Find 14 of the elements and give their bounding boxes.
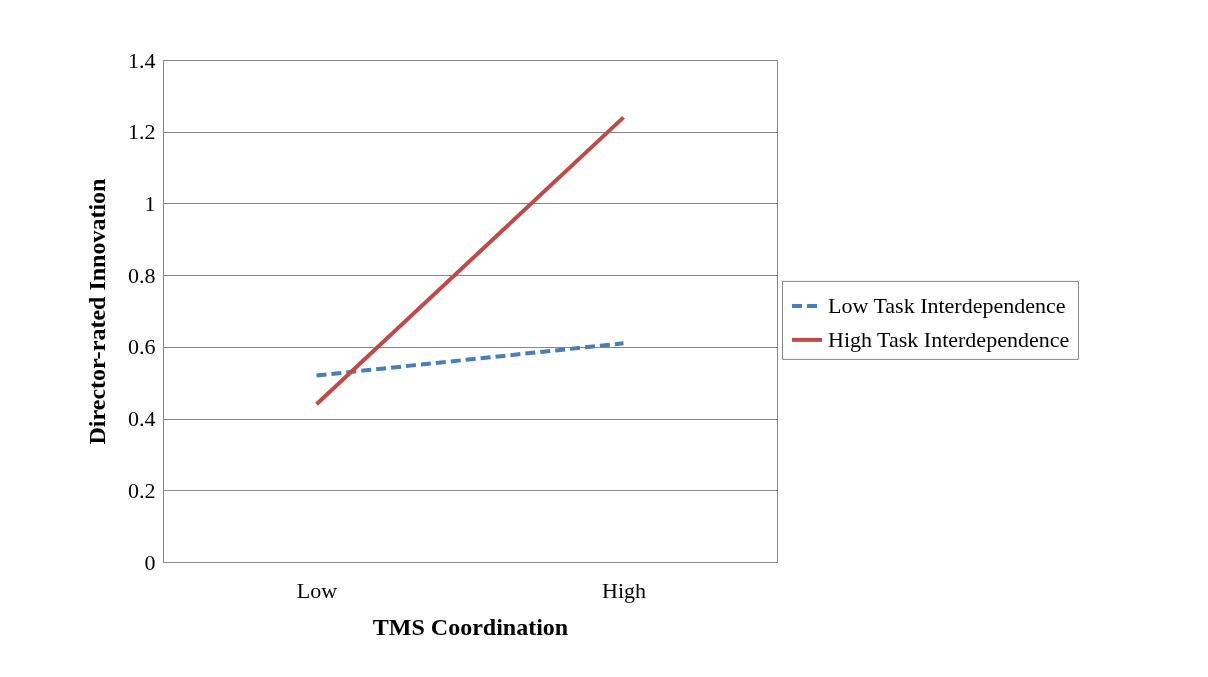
x-tick-label: Low (296, 577, 338, 603)
y-tick-label: 1.2 (128, 119, 156, 145)
y-tick-label: 0 (144, 549, 156, 575)
x-axis-title: TMS Coordination (372, 613, 569, 640)
y-tick-label: 0.2 (128, 477, 156, 503)
legend-label: High Task Interdependence (828, 326, 1070, 352)
legend-label: Low Task Interdependence (828, 292, 1066, 318)
y-tick-label: 0.6 (128, 334, 156, 360)
y-axis-title: Director-rated Innovation (84, 178, 110, 445)
y-tick-label: 1.4 (128, 47, 156, 73)
y-tick-label: 0.8 (128, 262, 156, 288)
x-tick-label: High (602, 577, 646, 603)
y-tick-label: 1 (144, 190, 156, 216)
y-tick-label: 0.4 (128, 406, 156, 432)
